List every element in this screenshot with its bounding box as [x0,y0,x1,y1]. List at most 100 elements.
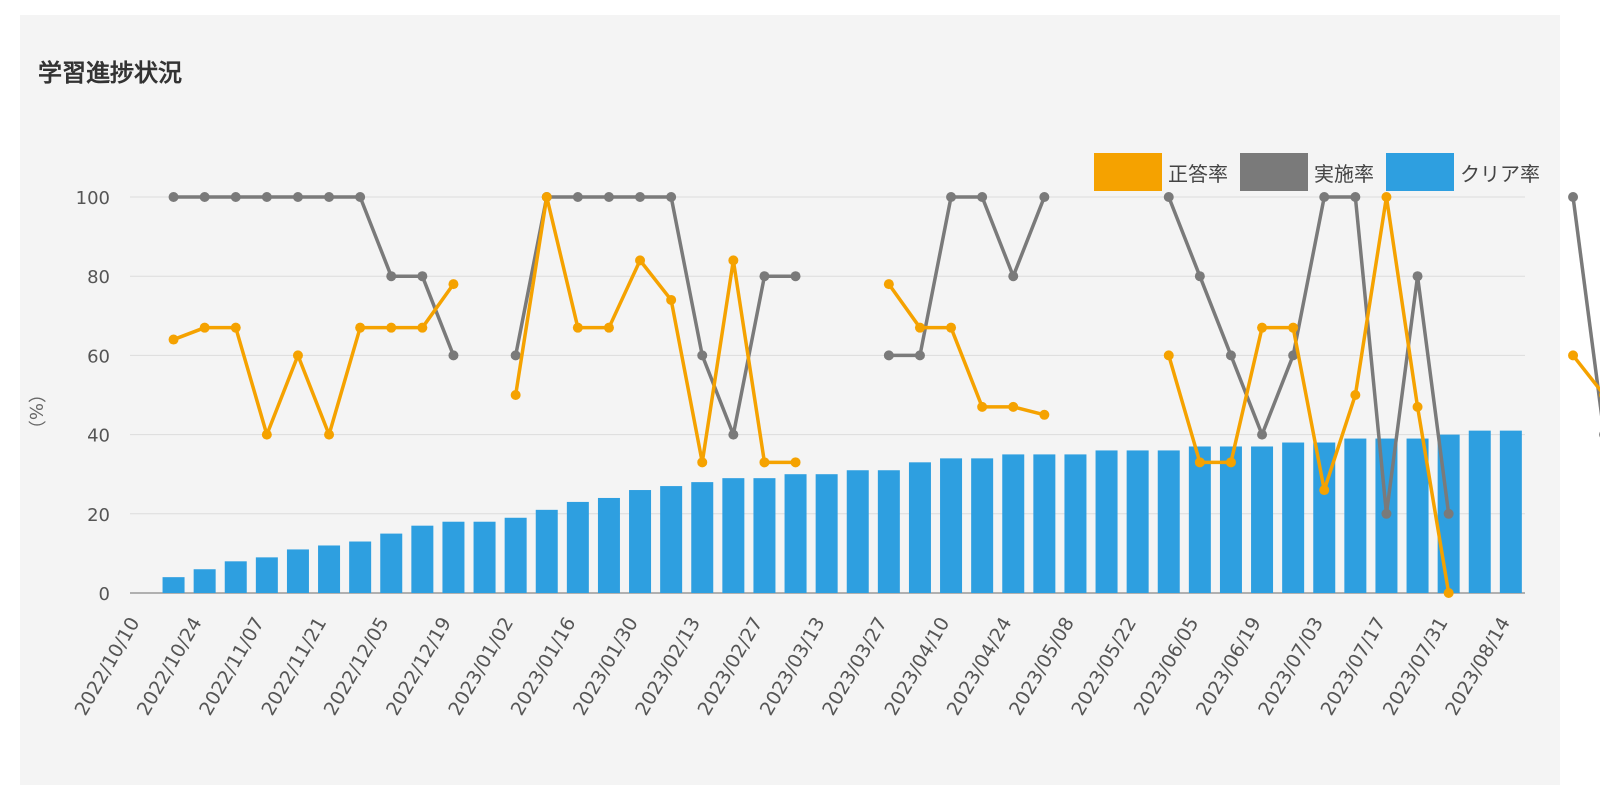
correct-rate-point[interactable] [1008,401,1019,412]
correct-rate-point[interactable] [510,390,521,400]
correct-rate-point[interactable] [946,322,957,333]
implementation-rate-point[interactable] [510,350,521,361]
correct-rate-point[interactable] [977,401,988,412]
clear-rate-bar[interactable] [815,474,838,593]
clear-rate-bar[interactable] [971,458,994,593]
implementation-rate-point[interactable] [790,271,801,282]
clear-rate-bar[interactable] [566,501,589,593]
correct-rate-point[interactable] [1443,588,1454,598]
clear-rate-bar[interactable] [1313,442,1336,593]
implementation-rate-point[interactable] [1225,350,1236,361]
clear-rate-bar[interactable] [846,470,869,593]
clear-rate-bar[interactable] [722,478,745,593]
clear-rate-bar[interactable] [349,541,372,593]
clear-rate-bar[interactable] [1406,438,1429,593]
correct-rate-point[interactable] [572,322,583,333]
clear-rate-bar[interactable] [1033,454,1056,593]
correct-rate-point[interactable] [635,255,646,266]
correct-rate-point[interactable] [386,322,397,333]
correct-rate-point[interactable] [199,322,210,333]
clear-rate-bar[interactable] [1064,454,1087,593]
correct-rate-point[interactable] [1319,485,1330,496]
legend-item-clear-rate[interactable]: クリア率 [1386,153,1540,191]
correct-rate-point[interactable] [883,279,894,290]
clear-rate-bar[interactable] [1251,446,1274,593]
implementation-rate-point[interactable] [1008,271,1019,282]
legend-item-correct-rate[interactable]: 正答率 [1094,153,1228,191]
correct-rate-point[interactable] [541,192,552,202]
correct-rate-point[interactable] [790,457,801,468]
clear-rate-bar[interactable] [504,517,527,593]
clear-rate-bar[interactable] [473,521,496,593]
clear-rate-bar[interactable] [411,525,434,593]
clear-rate-bar[interactable] [318,545,341,593]
implementation-rate-point[interactable] [355,192,366,202]
clear-rate-bar[interactable] [1344,438,1367,593]
implementation-rate-point[interactable] [697,350,708,361]
implementation-rate-point[interactable] [1381,508,1392,519]
correct-rate-point[interactable] [261,429,272,440]
implementation-rate-point[interactable] [572,192,583,202]
clear-rate-bar[interactable] [753,478,776,593]
implementation-rate-point[interactable] [168,192,179,202]
correct-rate-point[interactable] [759,457,770,468]
implementation-rate-point[interactable] [417,271,428,282]
clear-rate-bar[interactable] [442,521,465,593]
clear-rate-bar[interactable] [1499,430,1522,593]
implementation-rate-point[interactable] [883,350,894,361]
implementation-rate-point[interactable] [977,192,988,202]
correct-rate-point[interactable] [666,294,677,305]
implementation-rate-point[interactable] [261,192,272,202]
implementation-rate-point[interactable] [635,192,646,202]
clear-rate-bar[interactable] [535,509,558,593]
correct-rate-point[interactable] [355,322,366,333]
clear-rate-bar[interactable] [1219,446,1242,593]
clear-rate-bar[interactable] [224,561,247,593]
clear-rate-bar[interactable] [691,482,714,593]
correct-rate-point[interactable] [1288,322,1299,333]
correct-rate-point[interactable] [417,322,428,333]
clear-rate-bar[interactable] [1095,450,1118,593]
clear-rate-bar[interactable] [1468,430,1491,593]
implementation-rate-point[interactable] [1039,192,1050,202]
correct-rate-point[interactable] [1381,192,1392,202]
correct-rate-point[interactable] [1257,322,1268,333]
clear-rate-bar[interactable] [380,533,403,593]
clear-rate-bar[interactable] [255,557,278,593]
correct-rate-point[interactable] [603,322,614,333]
implementation-rate-point[interactable] [1412,271,1423,282]
implementation-rate-point[interactable] [666,192,677,202]
implementation-rate-point[interactable] [603,192,614,202]
implementation-rate-point[interactable] [1568,192,1579,202]
correct-rate-point[interactable] [1039,409,1050,420]
implementation-rate-point[interactable] [1443,508,1454,519]
clear-rate-bar[interactable] [629,490,652,593]
clear-rate-bar[interactable] [908,462,931,593]
clear-rate-bar[interactable] [1126,450,1149,593]
implementation-rate-point[interactable] [1257,429,1268,440]
clear-rate-bar[interactable] [1157,450,1180,593]
implementation-rate-point[interactable] [199,192,210,202]
correct-rate-point[interactable] [168,334,179,345]
clear-rate-bar[interactable] [162,577,185,593]
implementation-rate-point[interactable] [728,429,739,440]
correct-rate-point[interactable] [728,255,739,266]
implementation-rate-point[interactable] [324,192,335,202]
correct-rate-point[interactable] [1350,390,1361,400]
clear-rate-bar[interactable] [1188,446,1211,593]
clear-rate-bar[interactable] [877,470,900,593]
clear-rate-bar[interactable] [784,474,807,593]
implementation-rate-point[interactable] [292,192,303,202]
implementation-rate-point[interactable] [914,350,925,361]
correct-rate-point[interactable] [697,457,708,468]
implementation-rate-point[interactable] [1163,192,1174,202]
implementation-rate-point[interactable] [759,271,770,282]
correct-rate-point[interactable] [292,350,303,361]
correct-rate-point[interactable] [1225,457,1236,468]
implementation-rate-point[interactable] [1194,271,1205,282]
correct-rate-point[interactable] [1568,350,1579,361]
correct-rate-point[interactable] [914,322,925,333]
correct-rate-point[interactable] [1194,457,1205,468]
implementation-rate-point[interactable] [946,192,957,202]
clear-rate-bar[interactable] [1002,454,1025,593]
